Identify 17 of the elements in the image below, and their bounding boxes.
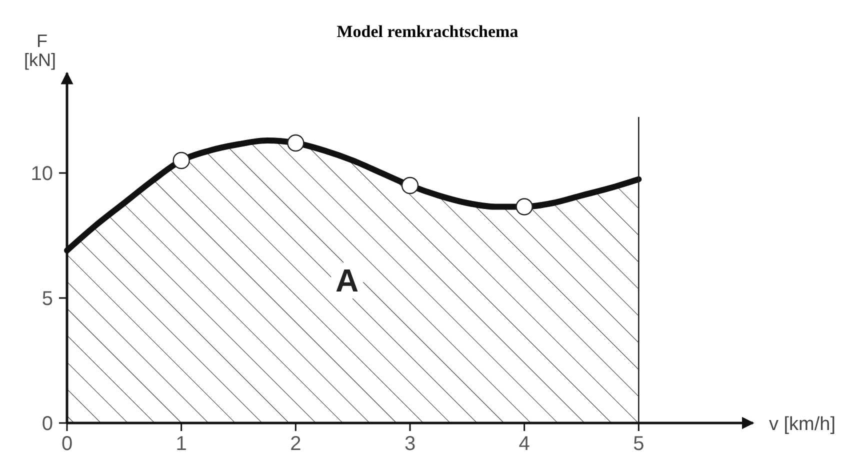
- point: [516, 198, 533, 216]
- y-axis-title: F [kN]: [24, 31, 56, 70]
- point: [172, 152, 190, 170]
- annotation: A: [336, 262, 359, 298]
- x-tick-label: 5: [633, 433, 644, 455]
- x-tick-label: 2: [290, 433, 302, 455]
- point: [287, 134, 304, 152]
- x-tick-label: 0: [61, 433, 73, 455]
- y-tick-label: 5: [42, 288, 53, 310]
- chart-title: Model remkrachtschema: [336, 22, 519, 41]
- point: [401, 176, 419, 194]
- x-tick-label: 1: [176, 433, 187, 455]
- y-tick-label: 10: [30, 163, 53, 185]
- x-tick-label: 4: [518, 433, 530, 455]
- x-tick-label: 3: [404, 433, 416, 455]
- y-tick-label: 0: [42, 413, 53, 435]
- x-axis-title: v [km/h]: [769, 414, 836, 435]
